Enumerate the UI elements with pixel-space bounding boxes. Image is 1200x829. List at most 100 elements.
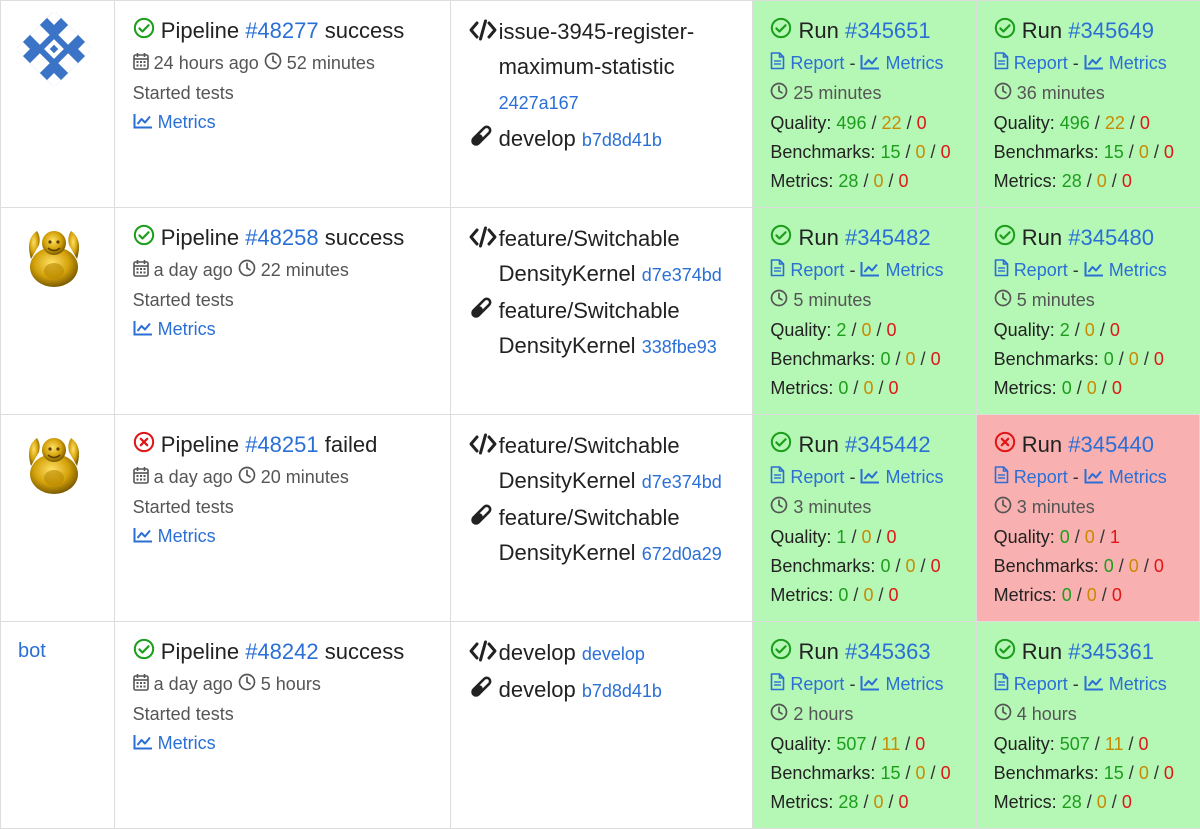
report-link[interactable]: Report [790, 260, 845, 281]
metrics-count-warn: 0 [873, 170, 884, 191]
target-branch-name: feature/Switchable DensityKernel [498, 298, 680, 358]
metrics-count-pass: 0 [838, 377, 849, 398]
pipeline-metrics-link[interactable]: Metrics [157, 732, 216, 753]
run-title: Run #345440 [994, 428, 1199, 463]
source-sha-link[interactable]: develop [581, 644, 645, 664]
source-sha-link[interactable]: d7e374bd [641, 472, 722, 492]
pipeline-info: Pipeline #48242 success a day ago 5 hour… [115, 622, 450, 759]
file-icon [994, 257, 1009, 286]
metrics-count-fail: 0 [888, 584, 899, 605]
pipeline-age: 24 hours ago [153, 53, 259, 74]
metrics-link[interactable]: Metrics [885, 674, 944, 695]
run-duration: 3 minutes [994, 493, 1199, 523]
metrics-link[interactable]: Metrics [1108, 674, 1167, 695]
author-avatar[interactable] [1, 219, 114, 293]
run-number-link[interactable]: #345363 [844, 639, 931, 664]
target-sha-link[interactable]: 338fbe93 [641, 337, 717, 357]
run-number-link[interactable]: #345651 [844, 18, 931, 43]
pipeline-metrics-link[interactable]: Metrics [157, 111, 216, 132]
run-title: Run #345649 [994, 14, 1199, 49]
count-separator: / [851, 526, 857, 547]
report-link[interactable]: Report [1013, 53, 1068, 74]
source-branch-name: develop [498, 640, 576, 665]
benchmarks-count-pass: 0 [880, 348, 891, 369]
author-link[interactable]: bot [18, 640, 46, 662]
chart-icon [860, 671, 880, 700]
pipeline-number-link[interactable]: #48242 [245, 639, 319, 664]
metrics-link[interactable]: Metrics [885, 53, 944, 74]
quality-count-warn: 0 [1084, 526, 1095, 547]
benchmarks-count-fail: 0 [1153, 555, 1164, 576]
run-cell: Run #345649 Report - Metrics 36 minutes Q… [975, 0, 1200, 208]
calendar-icon [132, 464, 149, 493]
author-avatar[interactable] [1, 12, 114, 86]
run-number-link[interactable]: #345440 [1068, 432, 1154, 457]
run-number-link[interactable]: #345442 [844, 432, 931, 457]
report-link[interactable]: Report [790, 467, 845, 488]
metrics-count-pass: 28 [838, 791, 859, 812]
benchmarks-count-fail: 0 [940, 141, 951, 162]
author-avatar[interactable] [1, 426, 114, 500]
link-separator: - [1072, 467, 1079, 488]
metrics-link[interactable]: Metrics [885, 260, 944, 281]
calendar-icon [132, 50, 149, 79]
target-sha-link[interactable]: b7d8d41b [581, 681, 662, 701]
count-separator: / [1153, 141, 1159, 162]
count-separator: / [905, 733, 911, 754]
run-duration-value: 5 minutes [1016, 289, 1095, 310]
benchmarks-count-pass: 0 [1103, 555, 1114, 576]
benchmarks-counts: Benchmarks: 0 / 0 / 0 [994, 345, 1199, 374]
pipeline-metrics-link[interactable]: Metrics [157, 525, 216, 546]
source-sha-link[interactable]: d7e374bd [641, 265, 722, 285]
metrics-count-pass: 28 [1061, 791, 1082, 812]
pipeline-status: failed [324, 432, 378, 457]
count-separator: / [1094, 733, 1100, 754]
metrics-link[interactable]: Metrics [1108, 260, 1167, 281]
pipeline-label: Pipeline [160, 432, 240, 457]
run-info: Run #345440 Report - Metrics 3 minutes Qu… [977, 415, 1199, 610]
quality-count-fail: 0 [916, 112, 927, 133]
metrics-label: Metrics: [770, 170, 834, 191]
pipeline-label: Pipeline [160, 18, 240, 43]
metrics-link[interactable]: Metrics [1108, 467, 1167, 488]
report-link[interactable]: Report [790, 53, 845, 74]
pipeline-metrics-link[interactable]: Metrics [157, 318, 216, 339]
pipeline-info: Pipeline #48258 success a day ago 22 min… [115, 208, 450, 345]
run-number-link[interactable]: #345480 [1068, 225, 1154, 250]
branch-cell: issue-3945-register-maximum-statistic 24… [449, 0, 754, 208]
source-sha-link[interactable]: 2427a167 [498, 93, 579, 113]
pipeline-note: Started tests [132, 496, 234, 517]
pipeline-number-link[interactable]: #48277 [245, 18, 319, 43]
run-duration-value: 3 minutes [1016, 496, 1095, 517]
branch-info: feature/Switchable DensityKernel d7e374b… [451, 208, 753, 365]
run-number-link[interactable]: #345361 [1068, 639, 1154, 664]
pipeline-number-link[interactable]: #48251 [245, 432, 319, 457]
quality-count-pass: 507 [836, 733, 867, 754]
report-link[interactable]: Report [1013, 674, 1068, 695]
run-label: Run [798, 225, 839, 250]
metrics-count-pass: 0 [1061, 584, 1072, 605]
run-title: Run #345442 [770, 428, 975, 463]
file-icon [994, 671, 1009, 700]
run-cell: Run #345480 Report - Metrics 5 minutes Qu… [975, 207, 1200, 415]
report-link[interactable]: Report [790, 674, 845, 695]
pipeline-number-link[interactable]: #48258 [245, 225, 319, 250]
run-number-link[interactable]: #345649 [1068, 18, 1154, 43]
target-sha-link[interactable]: 672d0a29 [641, 544, 722, 564]
run-cell: Run #345363 Report - Metrics 2 hours Qual… [752, 621, 977, 829]
metrics-link[interactable]: Metrics [1108, 53, 1167, 74]
metrics-link[interactable]: Metrics [885, 467, 944, 488]
x-circle-icon [133, 429, 155, 463]
target-sha-link[interactable]: b7d8d41b [581, 130, 662, 150]
run-number-link[interactable]: #345482 [844, 225, 931, 250]
report-link[interactable]: Report [1013, 467, 1068, 488]
source-branch: develop develop [469, 635, 753, 672]
count-separator: / [1128, 733, 1134, 754]
report-link[interactable]: Report [1013, 260, 1068, 281]
metrics-count-warn: 0 [1086, 377, 1097, 398]
run-duration-value: 4 hours [1016, 703, 1077, 724]
pipeline-meta: a day ago 20 minutes [132, 463, 450, 493]
benchmarks-counts: Benchmarks: 15 / 0 / 0 [770, 759, 975, 788]
run-info: Run #345361 Report - Metrics 4 hours Qual… [977, 622, 1199, 817]
run-duration: 5 minutes [770, 286, 975, 316]
